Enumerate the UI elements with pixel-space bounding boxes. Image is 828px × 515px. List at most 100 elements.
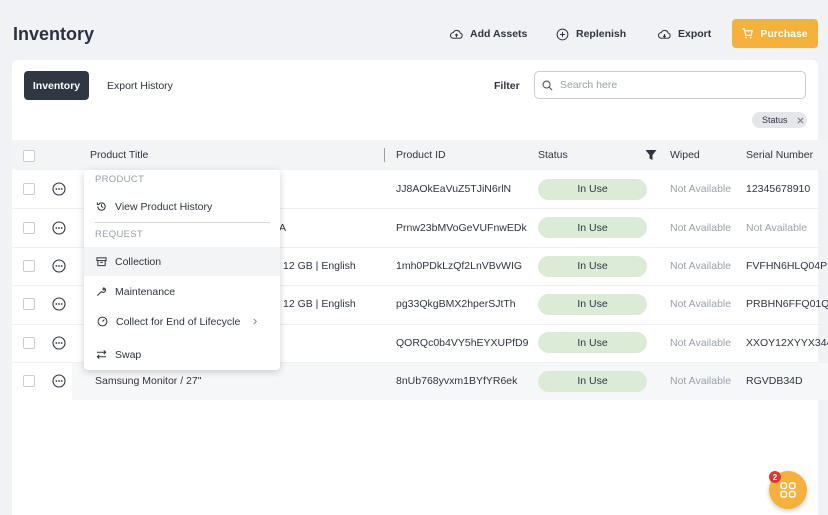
purchase-button[interactable]: Purchase (732, 19, 818, 48)
plus-icon (556, 28, 569, 40)
serial-number: FVFHN6HLQ04P (746, 260, 828, 272)
purchase-label: Purchase (760, 27, 808, 40)
wrench-icon (97, 287, 107, 296)
status-pill: In Use (538, 332, 647, 354)
header-checkbox[interactable] (23, 150, 35, 162)
column-header: Serial Number (746, 149, 814, 161)
replenish-button[interactable]: Replenish (556, 26, 626, 42)
menu-item[interactable]: Swap (84, 340, 280, 369)
badge-count: 2 (772, 472, 778, 482)
column-header: Wiped (670, 149, 700, 161)
row-divider (12, 323, 828, 325)
product-id: QORQc0b4VY5hEYXUPfD9 (396, 336, 529, 349)
row-actions[interactable] (52, 221, 66, 235)
export-button[interactable]: Export (658, 26, 711, 42)
gauge-icon (97, 316, 108, 327)
row-checkbox[interactable] (23, 260, 35, 272)
menu-item[interactable]: View Product History (84, 192, 280, 221)
product-title: 12 GB | English (283, 260, 356, 272)
search-placeholder: Search here (560, 79, 618, 91)
product-id: JJ8AOkEaVuZ5TJiN6rlN (396, 183, 512, 196)
chip-close-icon[interactable] (797, 117, 804, 124)
row-checkbox[interactable] (23, 336, 35, 349)
export-label: Export (678, 28, 712, 40)
menu-section-heading: PRODUCT (95, 174, 145, 185)
ellipsis-icon (52, 336, 66, 350)
row-checkbox[interactable] (23, 183, 35, 196)
context-menu: PRODUCT View Product History REQUEST Col… (84, 170, 280, 370)
column-header: Status (538, 149, 568, 161)
menu-item-label: Swap (115, 348, 142, 361)
wiped-value: Not Available (670, 375, 732, 388)
row-actions[interactable] (52, 336, 66, 350)
add-assets-button[interactable]: Add Assets (450, 26, 527, 42)
product-id: pg33QkgBMX2hperSJtTh (396, 298, 516, 311)
wiped-value: Not Available (670, 221, 732, 234)
wiped-value: Not Available (670, 298, 732, 311)
menu-divider (95, 222, 270, 223)
replenish-label: Replenish (576, 28, 627, 40)
wiped-value: Not Available (670, 260, 732, 272)
search-input[interactable]: Search here (534, 71, 806, 99)
product-title: A (279, 221, 287, 234)
tab[interactable]: Export History (107, 80, 173, 92)
row-divider (12, 208, 828, 210)
row-actions[interactable] (52, 297, 66, 311)
menu-item[interactable]: Collect for End of Lifecycle (84, 307, 280, 336)
status-filter-icon[interactable] (645, 149, 657, 161)
tab-active[interactable]: Inventory (24, 71, 89, 100)
menu-item-label: Maintenance (115, 285, 176, 298)
upload-icon (450, 29, 463, 39)
page-title: Inventory (13, 24, 95, 44)
row-actions[interactable] (52, 374, 66, 388)
row-checkbox[interactable] (23, 298, 35, 311)
row-checkbox[interactable] (23, 221, 35, 234)
menu-item[interactable]: Collection (84, 247, 280, 276)
serial-number: 12345678910 (746, 183, 811, 196)
status-pill: In Use (538, 255, 647, 277)
swap-icon (96, 350, 107, 359)
menu-section-heading: REQUEST (95, 229, 144, 240)
row-actions[interactable] (52, 259, 66, 273)
row-divider (12, 246, 828, 248)
ellipsis-icon (52, 221, 66, 235)
column-header: Product Title (90, 149, 149, 161)
column-header: Product ID (396, 149, 446, 161)
menu-item[interactable]: Maintenance (84, 277, 280, 306)
ellipsis-icon (52, 182, 66, 196)
ellipsis-icon (52, 259, 66, 273)
status-pill: In Use (538, 217, 647, 239)
menu-item-label: View Product History (115, 200, 213, 213)
row-checkbox[interactable] (23, 375, 35, 388)
search-icon (542, 80, 553, 90)
status-pill: In Use (538, 293, 647, 315)
download-icon (658, 29, 671, 39)
status-pill: In Use (538, 178, 647, 200)
chevron-icon (253, 318, 258, 325)
cart-icon (742, 28, 754, 39)
menu-item-label: Collection (115, 255, 162, 268)
tab-label: Inventory (32, 79, 81, 92)
product-id: 8nUb768yvxm1BYfYR6ek (396, 375, 518, 388)
serial-number: RGVDB34D (746, 375, 803, 388)
serial-number: Not Available (746, 221, 808, 234)
ellipsis-icon (52, 297, 66, 311)
product-title: 12 GB | English (283, 298, 356, 311)
row-divider (12, 362, 828, 363)
chip-label: Status (762, 115, 788, 125)
table-header (12, 140, 828, 170)
filter-chip[interactable]: Status (752, 112, 807, 128)
box-icon (96, 257, 107, 267)
status-pill: In Use (538, 370, 647, 392)
ellipsis-icon (52, 374, 66, 388)
add-assets-label: Add Assets (470, 28, 528, 40)
filter-label: Filter (494, 80, 520, 92)
row-divider (12, 285, 828, 287)
product-id: Prnw23bMVoGeVUFnwEDk (396, 221, 527, 234)
grid-icon (780, 482, 796, 498)
serial-number: XXOY12XYYX344 (746, 336, 828, 349)
product-title: Samsung Monitor / 27" (95, 375, 202, 388)
row-actions[interactable] (52, 182, 66, 196)
menu-item-label: Collect for End of Lifecycle (116, 315, 241, 328)
